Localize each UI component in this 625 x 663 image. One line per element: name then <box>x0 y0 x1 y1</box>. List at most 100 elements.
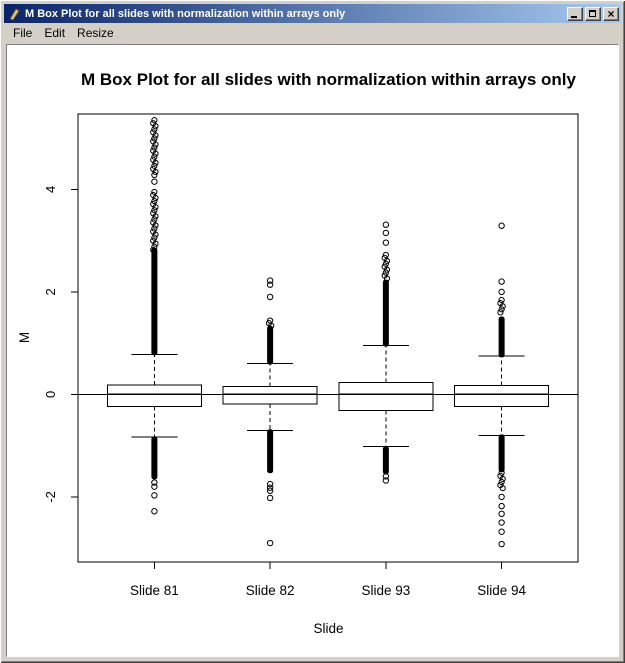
x-tick-label: Slide 82 <box>246 583 295 598</box>
outlier-point <box>382 269 389 276</box>
maximize-icon <box>589 9 596 17</box>
window-title: M Box Plot for all slides with normaliza… <box>25 7 346 20</box>
outlier-point <box>382 473 390 480</box>
chart-title: M Box Plot for all slides with normaliza… <box>81 70 576 89</box>
minimize-button[interactable] <box>567 6 583 21</box>
outlier-point <box>498 510 505 518</box>
outlier-point <box>498 296 505 304</box>
quill-pen-icon <box>6 6 22 22</box>
outlier-point <box>152 132 159 139</box>
outlier-point <box>382 477 390 484</box>
outlier-point <box>266 494 274 502</box>
outlier-point <box>152 240 159 247</box>
minimize-icon <box>571 15 577 18</box>
outlier-point <box>151 171 158 179</box>
outlier-point <box>382 260 389 267</box>
outlier-point <box>151 508 158 515</box>
menu-resize[interactable]: Resize <box>77 26 114 40</box>
outlier-point <box>498 502 505 510</box>
outlier-point <box>268 322 275 329</box>
outlier-dense-column <box>498 434 505 473</box>
x-axis-label: Slide <box>313 621 344 636</box>
y-axis-label: M <box>17 331 33 344</box>
outlier-point <box>151 117 158 124</box>
outlier-point <box>266 480 274 488</box>
y-tick-label: 0 <box>43 391 58 398</box>
outlier-point <box>499 485 506 492</box>
boxplot-box <box>454 385 550 408</box>
outlier-point <box>152 159 159 166</box>
outlier-point <box>499 475 506 483</box>
outlier-point <box>151 135 158 142</box>
outlier-point <box>151 197 158 205</box>
outlier-point <box>152 141 159 148</box>
outlier-point <box>152 194 159 202</box>
outlier-point <box>151 188 158 196</box>
outlier-point <box>498 222 505 229</box>
outlier-dense-column <box>267 429 274 474</box>
outlier-point <box>152 213 159 220</box>
outlier-point <box>266 539 274 547</box>
outlier-point <box>151 479 158 486</box>
outlier-point <box>152 150 159 157</box>
boxplot-box <box>222 386 318 405</box>
outlier-dense-column <box>382 446 389 475</box>
outlier-point <box>151 207 158 214</box>
x-tick-label: Slide 93 <box>361 583 410 598</box>
outlier-point <box>151 483 158 490</box>
outlier-point <box>266 277 274 284</box>
x-tick-label: Slide 94 <box>477 583 526 598</box>
outlier-dense-column <box>382 279 389 347</box>
menu-file[interactable]: File <box>13 26 33 40</box>
outlier-point <box>152 123 159 130</box>
outlier-dense-column <box>267 325 274 365</box>
outlier-point <box>151 492 158 499</box>
outlier-dense-column <box>151 247 158 356</box>
boxplot-box <box>338 382 434 411</box>
outlier-point <box>498 306 505 313</box>
x-tick-label: Slide 81 <box>130 583 179 598</box>
close-icon: × <box>607 6 615 21</box>
outlier-point <box>266 293 274 301</box>
outlier-point <box>382 251 389 259</box>
close-button[interactable]: × <box>603 6 619 21</box>
outlier-point <box>150 246 157 253</box>
boxplot-box <box>106 384 202 408</box>
outlier-point <box>151 243 158 250</box>
boxplot-svg: 4 2 0 -2 Slide 81 Slide 82 Slide 93 Slide 94 <box>43 113 579 598</box>
outlier-point <box>266 281 274 288</box>
outlier-point <box>498 469 505 476</box>
outlier-point <box>498 278 505 285</box>
outlier-point <box>152 231 159 238</box>
outlier-point <box>382 239 390 246</box>
outlier-point <box>151 216 158 223</box>
outlier-point <box>498 540 505 548</box>
maximize-button[interactable] <box>585 6 601 21</box>
outlier-point <box>152 222 159 229</box>
outlier-point <box>498 519 505 526</box>
outlier-point <box>151 234 158 241</box>
outlier-point <box>383 257 391 264</box>
outlier-point <box>498 493 505 501</box>
outlier-point <box>151 126 158 133</box>
outlier-point <box>151 153 158 160</box>
outlier-point <box>498 528 505 535</box>
outlier-point <box>383 275 391 282</box>
outlier-point <box>152 168 159 176</box>
outlier-point <box>266 487 274 494</box>
menu-edit[interactable]: Edit <box>44 26 66 40</box>
outlier-point <box>497 309 504 316</box>
outlier-dense-column <box>498 316 505 358</box>
plot-canvas: 4 2 0 -2 Slide 81 Slide 82 Slide 93 Slide 94 M … <box>6 44 619 657</box>
outlier-point <box>382 221 390 228</box>
outlier-point <box>382 229 390 237</box>
plot-border <box>77 113 579 563</box>
titlebar[interactable]: M Box Plot for all slides with normaliza… <box>4 4 621 23</box>
outlier-point <box>151 225 158 232</box>
y-tick-label: 2 <box>43 288 58 295</box>
outlier-point <box>266 484 274 491</box>
menubar: File Edit Resize <box>4 23 621 43</box>
y-tick-label: -2 <box>43 491 58 503</box>
window-controls: × <box>567 6 619 21</box>
outlier-point <box>151 162 158 169</box>
